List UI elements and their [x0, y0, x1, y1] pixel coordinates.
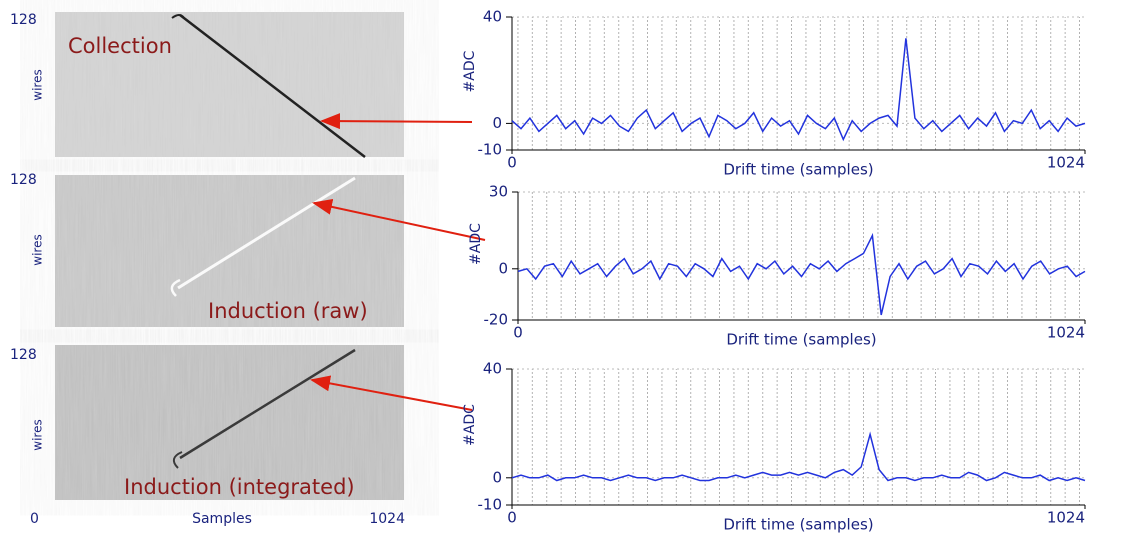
- image-label: Induction (integrated): [124, 475, 355, 499]
- grid-pattern: [512, 369, 1085, 505]
- x-axis-label: Drift time (samples): [723, 161, 873, 179]
- waveform: [511, 38, 1086, 142]
- x-tick-label: 0: [513, 324, 523, 342]
- x-axis-label: Drift time (samples): [726, 331, 876, 349]
- x-axis-label: Drift time (samples): [723, 516, 873, 534]
- waveform: [517, 232, 1086, 316]
- y-tick-label: 40: [483, 360, 502, 378]
- y-axis-label: #ADC: [462, 404, 478, 446]
- x-end: 1024: [369, 511, 405, 527]
- image-label: Induction (raw): [208, 299, 368, 323]
- x-tick-label: 0: [507, 154, 517, 172]
- y-label: wires: [31, 419, 45, 450]
- event-display: [55, 345, 404, 500]
- event-display: [55, 12, 404, 158]
- arrows: [310, 113, 486, 411]
- y-tick-label: -20: [484, 311, 509, 329]
- x-tick-label: 0: [507, 509, 517, 527]
- y-axis-label: #ADC: [468, 223, 484, 265]
- x-tick-label: 1024: [1047, 324, 1085, 342]
- x-start: 0: [30, 511, 39, 527]
- y-label: wires: [31, 234, 45, 265]
- y-tick-label: 0: [492, 468, 502, 486]
- y-tick-label: -10: [478, 496, 503, 514]
- y-label: wires: [31, 69, 45, 100]
- y-tick-label: 30: [489, 183, 508, 201]
- y-tick-label: 0: [492, 114, 502, 132]
- waveform: [511, 431, 1086, 482]
- y-tick-label: -10: [478, 141, 503, 159]
- y-tick-label: 40: [483, 8, 502, 26]
- x-label: Samples: [192, 511, 252, 527]
- y-tick-label: 0: [498, 259, 508, 277]
- y-top-label: 128: [10, 347, 37, 363]
- y-top-label: 128: [10, 12, 37, 28]
- image-label: Collection: [68, 34, 172, 58]
- grid-pattern: [518, 192, 1085, 320]
- event-display: [55, 175, 404, 327]
- x-tick-label: 1024: [1047, 509, 1085, 527]
- y-top-label: 128: [10, 172, 37, 188]
- grid-pattern: [512, 17, 1085, 150]
- x-tick-label: 1024: [1047, 154, 1085, 172]
- y-axis-label: #ADC: [462, 50, 478, 92]
